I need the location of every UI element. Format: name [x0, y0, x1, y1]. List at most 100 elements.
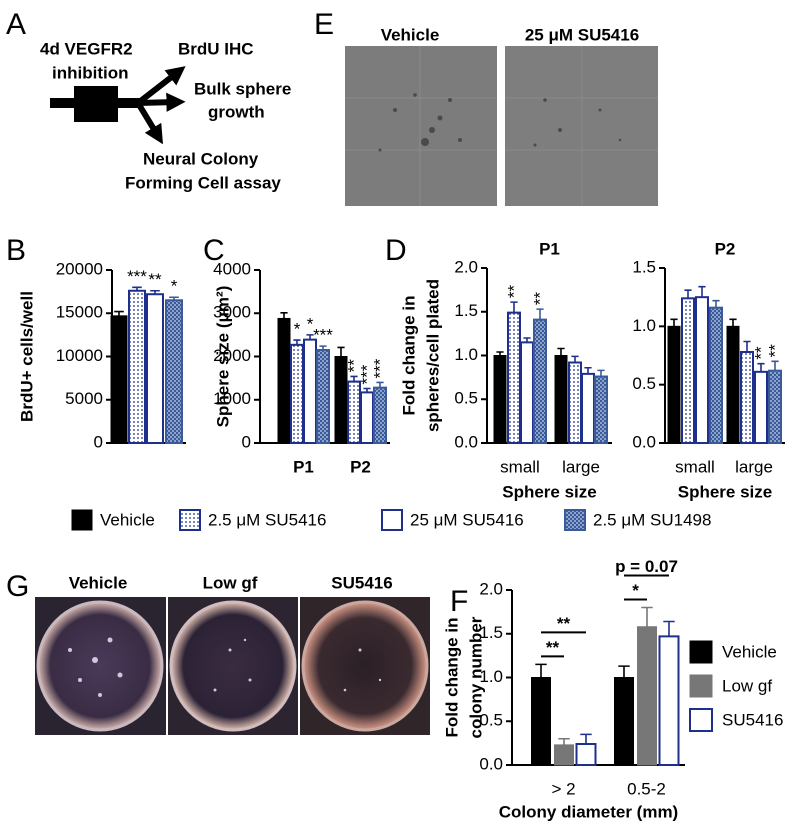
error-bar: [510, 301, 518, 313]
significance: ***: [357, 364, 376, 384]
significance: **: [751, 346, 770, 360]
y-axis-label: BrdU+ cells/well: [17, 291, 36, 422]
error-bar: [580, 733, 592, 744]
error-bar: [558, 737, 570, 745]
bar: [614, 677, 634, 766]
error-bar: [729, 318, 737, 327]
y-tick-label: 0.5: [479, 711, 503, 730]
error-bar: [584, 366, 592, 374]
chart: D P1 0.0 0.5 1.0 1.5 2.0 Fold change in spheres/…: [385, 234, 612, 501]
legend-label: Low gf: [722, 676, 772, 695]
y-tick-label: 15000: [56, 303, 103, 322]
significance: **: [344, 359, 363, 373]
significance: ***: [313, 326, 333, 345]
bar: [658, 635, 680, 766]
y-tick-label: 1.5: [632, 257, 656, 276]
legend-label: SU5416: [722, 710, 783, 729]
diagram-label: Bulk sphere: [194, 79, 291, 98]
y-tick-label: 2000: [213, 346, 251, 365]
bar: [373, 386, 387, 445]
y-tick-label: 1000: [213, 389, 251, 408]
error-bar: [571, 355, 579, 363]
error-bar: [698, 285, 706, 298]
bar: [277, 317, 291, 444]
y-tick-label: 0.0: [454, 432, 478, 451]
y-tick-label: 5000: [65, 389, 103, 408]
bar: [581, 372, 595, 444]
legend-swatch: [381, 509, 403, 531]
y-tick-label: 0.5: [632, 374, 656, 393]
diagram-label: growth: [208, 102, 265, 121]
error-bar: [557, 347, 565, 356]
legend-swatch: [689, 708, 713, 732]
significance: **: [504, 285, 523, 299]
y-tick-label: 4000: [213, 259, 251, 278]
y-axis-label: Fold change in: [399, 296, 418, 416]
panel-letter: G: [6, 570, 29, 603]
dish: [301, 600, 429, 732]
micrograph-spheres: [378, 93, 622, 152]
bar: [290, 343, 304, 445]
error-bar: [114, 310, 124, 316]
micrograph-tiles: [345, 46, 658, 206]
y-axis-label: colony number: [466, 616, 485, 738]
comparison-label: *: [632, 581, 639, 600]
bar: [146, 293, 164, 444]
error-bar: [743, 340, 751, 352]
bar: [520, 341, 534, 444]
diagram-arrow: [136, 66, 186, 106]
bar: [554, 744, 574, 766]
image-label: Vehicle: [69, 573, 128, 592]
error-bar: [536, 308, 544, 320]
panel-letter: D: [385, 234, 407, 267]
x-tick-label: > 2: [551, 779, 575, 798]
x-axis-label: Sphere size: [678, 482, 773, 501]
image-label: Low gf: [203, 573, 258, 592]
legend-swatch: [689, 674, 713, 698]
bar: [316, 349, 330, 445]
dish: [169, 600, 297, 732]
bar: [754, 370, 768, 445]
y-tick-label: 20000: [56, 259, 103, 278]
y-tick-label: 0: [242, 432, 251, 451]
legend-swatch: [179, 509, 201, 531]
error-bar: [771, 360, 779, 371]
chart: F 0.0 0.5 1.0 1.5 2.0 Fold change in colony num…: [442, 557, 783, 822]
significance: ***: [127, 267, 147, 286]
error-bar: [684, 289, 692, 299]
legend-label: 25 μM SU5416: [410, 510, 524, 529]
micrograph: [345, 46, 497, 206]
bar: [568, 361, 582, 444]
y-tick-label: 0.0: [632, 432, 656, 451]
dish: [36, 600, 164, 732]
bar: [128, 289, 146, 445]
significance: **: [530, 292, 549, 306]
x-tick-label: 0.5-2: [627, 779, 666, 798]
bar: [575, 743, 597, 766]
y-tick-label: 10000: [56, 346, 103, 365]
chart-title: P1: [539, 239, 560, 258]
y-tick-label: 1.0: [632, 316, 656, 335]
bar: [667, 325, 681, 444]
y-axis-label: Sphere size (μm²): [213, 286, 232, 428]
significance: **: [765, 344, 784, 358]
y-tick-label: 0.0: [479, 754, 503, 773]
comparison-label: **: [546, 638, 560, 657]
y-tick-label: 0: [94, 432, 103, 451]
bar: [768, 369, 782, 444]
x-tick-label: small: [675, 457, 715, 476]
y-axis-label: spheres/cell plated: [423, 279, 442, 432]
bar: [507, 311, 521, 444]
image-label: Vehicle: [381, 25, 440, 44]
legend-label: Vehicle: [100, 510, 155, 529]
diagram-arrow: [135, 101, 163, 145]
diagram-label: BrdU IHC: [178, 39, 254, 58]
bar: [303, 338, 317, 445]
legend-label: 2.5 μM SU1498: [593, 510, 711, 529]
bar: [533, 318, 547, 444]
bar: [681, 297, 695, 445]
x-tick-label: P2: [350, 457, 371, 476]
x-tick-label: large: [735, 457, 773, 476]
chart: P2 0.0 0.5 1.0 1.5 small large **** Sphere size: [632, 239, 785, 501]
